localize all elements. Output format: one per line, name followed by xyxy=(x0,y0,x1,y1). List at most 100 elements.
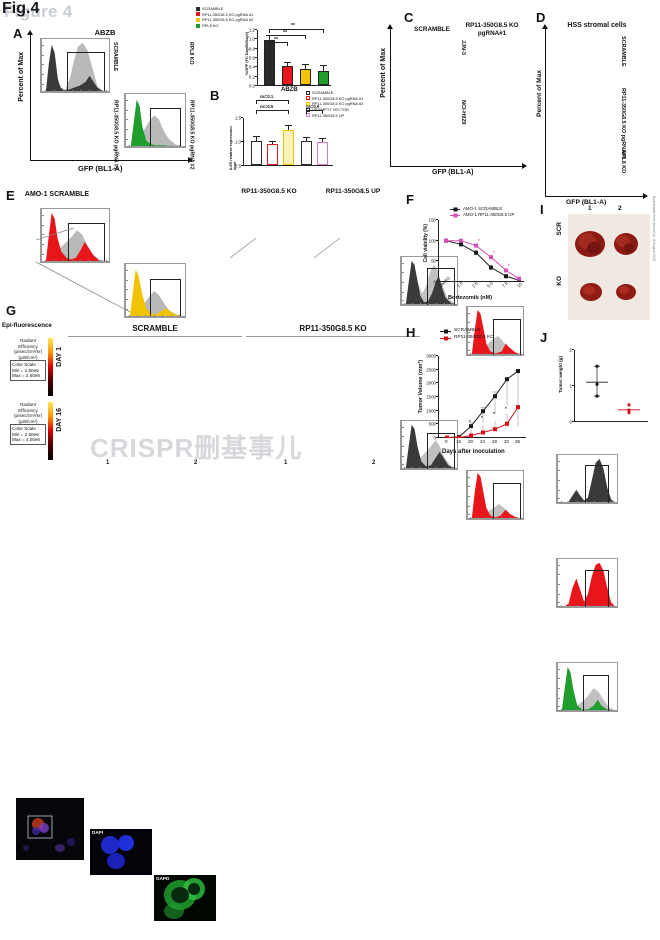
sig-a-2: ** xyxy=(283,29,287,36)
panel-a-barchart: 1.2 1.0 0.8 0.6 0.4 0.2 0.0 ** ** xyxy=(243,23,333,93)
panel-i-row-0: SCR xyxy=(556,222,563,236)
ytick-h-2: 1000 xyxy=(426,408,436,414)
panel-d-row-1: RP11-350G8.5 KO pgRNA#1 xyxy=(620,88,627,160)
panel-h-curves xyxy=(445,369,521,438)
micrograph-overview xyxy=(16,798,84,860)
panel-g-mode-label: Epi-fluorescence xyxy=(2,322,52,329)
panel-a-xaxis xyxy=(30,160,190,161)
legend-b-label-2: RP11-350G8.5 KO pgRNA #2 xyxy=(312,101,364,107)
legend-b-swatch-3 xyxy=(306,107,310,112)
xtick-h-3: 24 xyxy=(480,439,486,444)
panel-c-xlabel: GFP (BL1-A) xyxy=(432,169,474,176)
bar-b-up xyxy=(317,141,328,165)
panel-c-row-1: NCI-H929 xyxy=(460,100,466,125)
mouse-number-3: 2 xyxy=(372,460,376,466)
scalebar-0-unit-formula: (p/sec/cm²/sr) xyxy=(13,349,43,354)
legend-b-swatch-1 xyxy=(306,96,310,101)
panel-i-photo xyxy=(568,214,650,320)
legend-b-item-1: RP11-350G8.5 KO pgRNA #1 xyxy=(306,96,363,102)
legend-label-rpl8-ko: RPL8 KO xyxy=(202,22,219,28)
ytick-h-1: 500 xyxy=(428,421,436,427)
scalebar-0-min: Min = 1.50e5 xyxy=(12,367,39,373)
legend-item-ko-pgrna2: RP11-350G8.5 KO pgRNA #2 xyxy=(196,17,253,23)
panel-i-col-0: 1 xyxy=(588,205,592,212)
panel-d-yaxis-arrow xyxy=(542,24,548,29)
panel-f-label: F xyxy=(406,192,414,207)
legend-b-item-4: RP11-350G8.5 UP xyxy=(306,113,363,119)
panel-e-colhead-0: RP11-350G8.5 KO xyxy=(241,188,297,195)
xtick-h-4: 28 xyxy=(492,439,498,444)
sig-a-3: ** xyxy=(291,23,295,29)
panel-e-up-zoom-lines xyxy=(313,237,341,259)
ns-b-1: ns=0.1 xyxy=(260,94,274,99)
panel-e-ko-zoom-lines xyxy=(229,237,257,259)
scalebar-1-min: Min = 2.50e6 xyxy=(12,431,39,437)
sig-f-2: * xyxy=(508,263,510,268)
legend-h-label-1: RP11-350G8.5 KO xyxy=(454,334,494,340)
panel-d-row-0: SCRAMBLE xyxy=(620,36,626,67)
flow-plot-jjn3-scramble xyxy=(400,256,458,306)
legend-swatch-ko-pgrna2 xyxy=(196,18,200,23)
legend-b-item-2: RP11-350G8.5 KO pgRNA #2 xyxy=(306,101,363,107)
scalebar-1-unit-denom: (µW/cm²) xyxy=(18,418,38,424)
panel-d-label: D xyxy=(536,10,546,25)
legend-b-swatch-4 xyxy=(306,113,310,118)
ytick-a-0: 0.0 xyxy=(248,83,255,89)
main-legend: SCRAMBLE RP11-350G8.5 KO pgRNA #1 RP11-3… xyxy=(196,6,253,29)
legend-swatch-ko-pgrna1 xyxy=(196,12,200,17)
scalebar-1-unit-title: Radiant Efficiency xyxy=(18,402,38,413)
panel-c-ylabel: Percent of Max xyxy=(380,48,387,98)
legend-b-swatch-0 xyxy=(306,90,310,95)
panel-c-yaxis-arrow xyxy=(387,24,393,29)
legend-f-label-0: AMO-1 SCRAMBLE xyxy=(463,206,503,211)
panel-e-colhead-1: RP11-350G8.5 UP xyxy=(325,188,381,195)
panel-j-chart: 2 1 0 Tumor weight (g) xyxy=(552,344,654,444)
legend-h-item-0: SCRAMBLE xyxy=(440,328,494,335)
flow-plot-hss-ko xyxy=(556,558,618,608)
legend-f-item-0: AMO-1 SCRAMBLE xyxy=(450,206,514,212)
ytick-j-0: 0 xyxy=(569,419,572,425)
ytick-f-1: 50 xyxy=(431,258,436,264)
panel-f-legend: AMO-1 SCRAMBLE AMO-1 RP11-350G8.5 UP xyxy=(450,206,514,219)
panel-c-xaxis xyxy=(390,166,524,167)
panel-d-xaxis xyxy=(545,196,645,197)
panel-d-ylabel: Percent of Max xyxy=(536,70,543,117)
panel-d-yaxis xyxy=(545,26,546,196)
panel-c-row-0: JJN-3 xyxy=(460,40,466,55)
legend-b-label-4: RP11-350G8.5 UP xyxy=(312,112,345,118)
legend-b-label-0: SCRAMBLE xyxy=(312,90,334,95)
ytick-f-2: 100 xyxy=(428,238,436,244)
ytick-a-1: 0.2 xyxy=(248,74,255,80)
legend-item-rpl8-ko: RPL8 KO xyxy=(196,23,253,29)
scalebar-0-max: Max = 2.50e6 xyxy=(12,373,40,379)
legend-swatch-rpl8-ko xyxy=(196,23,200,28)
legend-b-item-0: SCRAMBLE xyxy=(306,90,363,96)
xtick-f-5: 10 xyxy=(516,281,523,289)
panel-a-cellline: ABZB xyxy=(94,28,116,37)
ytick-b-2: 1.5 xyxy=(234,115,241,121)
panel-j-label: J xyxy=(540,330,548,345)
sig-f-1: * xyxy=(493,250,495,255)
ytick-h-6: 3000 xyxy=(426,353,436,359)
panel-a-yaxis-arrow xyxy=(27,30,33,35)
scalebar-0-unit-denom: (µW/cm²) xyxy=(18,354,38,360)
ytick-b-0: 0.5 xyxy=(234,163,241,169)
flow-plot-h929-scramble xyxy=(400,420,458,470)
panel-f-xlabel: Bortezomib (nM) xyxy=(448,295,493,301)
figure-title-ghost: Figure 4 xyxy=(4,2,73,21)
ytick-a-2: 0.4 xyxy=(248,64,255,70)
flow-plot-scramble-abzb xyxy=(40,38,110,93)
xtick-h-6: 36 xyxy=(515,439,521,444)
panel-h-legend: SCRAMBLE RP11-350G8.5 KO xyxy=(440,328,494,342)
scalebar-0-unit-title: Radiant Efficiency xyxy=(18,338,38,349)
bar-b-ko1 xyxy=(267,144,278,165)
legend-f-label-1: AMO-1 RP11-350G8.5 UP xyxy=(463,212,515,218)
ytick-h-3: 1500 xyxy=(426,394,436,400)
panel-i-row-1: KO xyxy=(556,276,563,286)
legend-b-label-3: UP EMPTY VECTOR xyxy=(312,106,349,112)
legend-b-item-3: UP EMPTY VECTOR xyxy=(306,107,363,113)
panel-d-row-2: RPL8 KO xyxy=(620,150,626,174)
ytick-j-2: 2 xyxy=(569,347,572,353)
mouse-number-2: 1 xyxy=(284,460,288,466)
ytick-f-0: 0 xyxy=(433,279,436,285)
